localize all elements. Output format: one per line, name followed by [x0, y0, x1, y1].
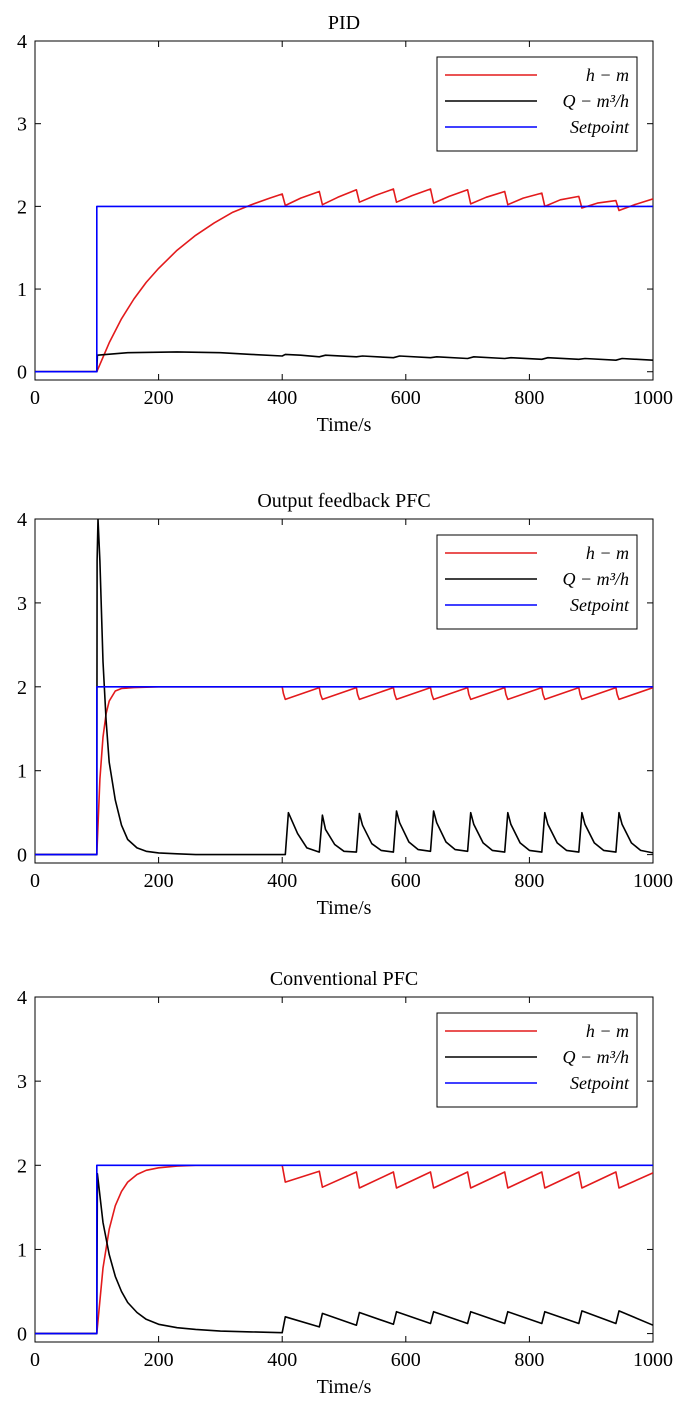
x-tick-label: 600: [391, 870, 421, 892]
x-tick-label: 400: [267, 1349, 297, 1371]
y-tick-label: 4: [17, 987, 27, 1009]
legend-label-1: h − m: [586, 543, 629, 563]
plot-area: [34, 996, 654, 1343]
legend-label-2: Q − m³/h: [562, 91, 629, 111]
x-tick-label: 200: [144, 387, 174, 409]
x-tick-label: 400: [267, 387, 297, 409]
legend-label-3: Setpoint: [570, 117, 630, 137]
y-tick-label: 4: [17, 31, 27, 53]
x-tick-label: 0: [30, 870, 40, 892]
x-tick-label: 200: [144, 870, 174, 892]
y-tick-label: 2: [17, 196, 27, 218]
x-tick-label: 400: [267, 870, 297, 892]
legend-label-1: h − m: [586, 1021, 629, 1041]
x-tick-label: 0: [30, 387, 40, 409]
y-tick-label: 3: [17, 114, 27, 136]
legend-label-3: Setpoint: [570, 595, 630, 615]
legend-label-3: Setpoint: [570, 1073, 630, 1093]
y-tick-label: 1: [17, 1239, 27, 1261]
x-tick-label: 1000: [633, 387, 673, 409]
x-tick-label: 0: [30, 1349, 40, 1371]
y-tick-label: 3: [17, 1071, 27, 1093]
legend: h − m Q − m³/h Setpoint: [436, 534, 638, 630]
x-tick-label: 200: [144, 1349, 174, 1371]
series-line-2: [35, 1172, 653, 1335]
chart-title: Output feedback PFC: [257, 490, 430, 512]
y-tick-label: 2: [17, 677, 27, 699]
y-tick-label: 0: [17, 1324, 27, 1346]
series-line-3: [35, 685, 653, 856]
y-tick-label: 1: [17, 279, 27, 301]
x-tick-label: 600: [391, 1349, 421, 1371]
legend-box: [436, 534, 638, 630]
series-line-1: [35, 188, 653, 373]
x-axis-label: Time/s: [317, 1376, 372, 1398]
chart-panel-2: Output feedback PFC 0 200 400 600 800 1000 0 1 2 3…: [17, 490, 673, 919]
x-tick-label: 800: [514, 387, 544, 409]
series-line-1: [35, 685, 653, 856]
y-tick-label: 1: [17, 761, 27, 783]
legend-label-2: Q − m³/h: [562, 569, 629, 589]
legend-box: [436, 56, 638, 152]
legend-label-2: Q − m³/h: [562, 1047, 629, 1067]
series-line-2: [35, 519, 653, 856]
x-tick-label: 800: [514, 1349, 544, 1371]
y-tick-label: 0: [17, 362, 27, 384]
legend: h − m Q − m³/h Setpoint: [436, 1012, 638, 1108]
chart-title: Conventional PFC: [270, 968, 418, 990]
x-axis-label: Time/s: [317, 414, 372, 436]
legend-label-1: h − m: [586, 65, 629, 85]
chart-panel-1: PID 0 200 400 600 800 1000 0 1 2 3 4 Time/s h − m Q − …: [17, 12, 673, 436]
plot-area: [34, 40, 654, 381]
x-tick-label: 800: [514, 870, 544, 892]
x-tick-label: 1000: [633, 870, 673, 892]
legend-box: [436, 1012, 638, 1108]
legend: h − m Q − m³/h Setpoint: [436, 56, 638, 152]
series-line-3: [35, 205, 653, 373]
y-tick-label: 2: [17, 1155, 27, 1177]
x-axis-label: Time/s: [317, 897, 372, 919]
y-tick-label: 0: [17, 845, 27, 867]
x-tick-label: 600: [391, 387, 421, 409]
y-tick-label: 4: [17, 509, 27, 531]
chart-panel-3: Conventional PFC 0 200 400 600 800 1000 0 1 2 3 4 Ti…: [17, 968, 673, 1398]
chart-title: PID: [328, 12, 360, 34]
series-line-3: [35, 1164, 653, 1335]
series-line-2: [35, 351, 653, 373]
plot-area: [34, 518, 654, 864]
y-tick-label: 3: [17, 593, 27, 615]
series-line-1: [35, 1164, 653, 1335]
x-tick-label: 1000: [633, 1349, 673, 1371]
